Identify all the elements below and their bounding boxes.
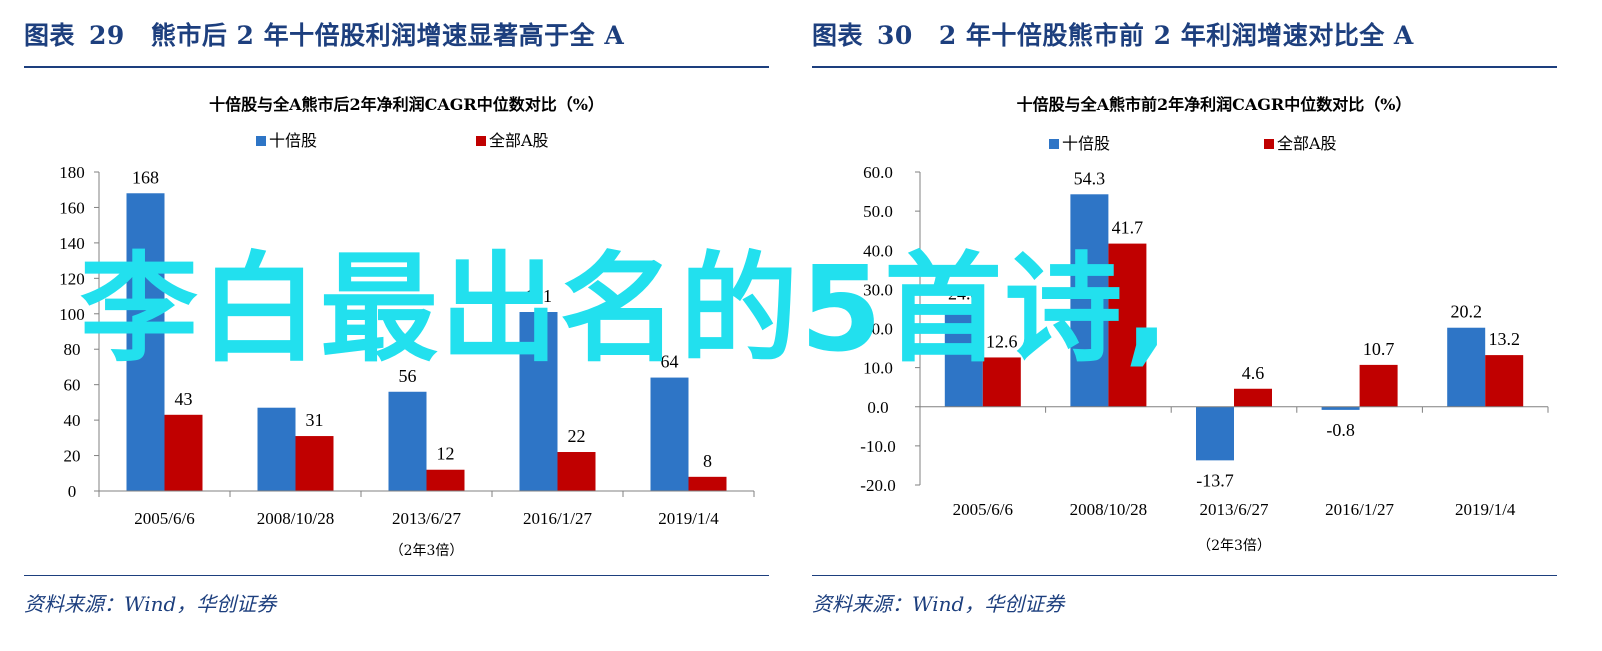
legend-swatch xyxy=(256,136,266,146)
bar xyxy=(982,357,1021,407)
data-label: 54.3 xyxy=(1074,168,1106,188)
chart-0-plot: 十倍股与全A熊市后2年净利润CAGR中位数对比（%） 十倍股 全部A股 0 20 40 60… xyxy=(59,95,755,559)
data-label: 20.2 xyxy=(1450,302,1482,322)
data-label: 12.6 xyxy=(986,331,1018,351)
x-tick-label: 2005/6/6 xyxy=(134,509,194,528)
legend-label: 十倍股 xyxy=(1062,134,1110,153)
y-tick-label: 40.0 xyxy=(863,241,893,260)
data-label: 24.8 xyxy=(948,284,980,304)
bar xyxy=(1447,327,1486,407)
figure-heading-text: 熊市后 2 年十倍股利润增速显著高于全 A xyxy=(150,21,625,50)
data-label: 10.7 xyxy=(1363,339,1395,359)
y-tick-label: -10.0 xyxy=(860,437,895,456)
y-tick-label: 80 xyxy=(64,340,81,359)
y-tick-label: 0.0 xyxy=(867,398,888,417)
bar xyxy=(1485,355,1524,407)
bar xyxy=(388,391,427,491)
legend-label: 十倍股 xyxy=(269,131,317,150)
figure-heading: 图表 29 熊市后 2 年十倍股利润增速显著高于全 A xyxy=(24,16,624,52)
data-label: 41.7 xyxy=(1112,218,1144,238)
bar xyxy=(944,309,983,407)
y-tick-label: 160 xyxy=(59,198,85,217)
chart-note: （2年3倍） xyxy=(390,543,464,559)
x-tick-label: 2016/1/27 xyxy=(523,509,592,528)
figure-label: 图表 xyxy=(812,21,864,50)
bar xyxy=(519,312,558,491)
chart-title: 十倍股与全A熊市后2年净利润CAGR中位数对比（%） xyxy=(209,95,604,114)
watermark-overlay-text: 李白最出名的5首诗, xyxy=(80,240,1171,378)
data-label: 8 xyxy=(703,451,712,471)
bar xyxy=(257,407,296,491)
x-tick-label: 2013/6/27 xyxy=(392,509,461,528)
bar xyxy=(1108,243,1147,407)
y-tick-label: 20 xyxy=(64,447,81,466)
data-label: 4.6 xyxy=(1242,363,1265,383)
x-tick-label: 2013/6/27 xyxy=(1200,500,1269,519)
source-rule xyxy=(812,575,1557,576)
figure-label: 图表 xyxy=(24,21,76,50)
chart-1-plot: 十倍股与全A熊市前2年净利润CAGR中位数对比（%） 十倍股 全部A股 -20.0 -1… xyxy=(860,95,1549,554)
data-label: 12 xyxy=(437,444,455,464)
y-tick-label: 50.0 xyxy=(863,202,893,221)
data-label: 31 xyxy=(306,410,324,430)
figure-heading-text: 2 年十倍股熊市前 2 年利润增速对比全 A xyxy=(938,21,1414,50)
bar xyxy=(164,414,203,491)
figure-number: 30 xyxy=(877,21,913,50)
data-label: 43 xyxy=(175,389,193,409)
source-rule xyxy=(24,575,769,576)
legend-swatch xyxy=(1049,139,1059,149)
figure-heading: 图表 30 2 年十倍股熊市前 2 年利润增速对比全 A xyxy=(812,16,1414,52)
y-tick-label: 0 xyxy=(68,482,77,501)
heading-rule xyxy=(24,66,769,68)
figure-29-panel: 图表 29 熊市后 2 年十倍股利润增速显著高于全 A 十倍股与全A熊市后2年净利润… xyxy=(24,0,786,651)
heading-rule xyxy=(812,66,1557,68)
legend-swatch xyxy=(476,136,486,146)
legend-swatch xyxy=(1264,139,1274,149)
legend-label: 全部A股 xyxy=(489,131,549,150)
data-label: 64 xyxy=(661,352,679,372)
x-tick-label: 2019/1/4 xyxy=(1455,500,1516,519)
data-label: -0.8 xyxy=(1326,420,1355,440)
source-note: 资料来源：Wind，华创证券 xyxy=(24,592,277,616)
data-label: -13.7 xyxy=(1196,470,1234,490)
legend-label: 全部A股 xyxy=(1277,134,1337,153)
y-tick-label: 140 xyxy=(59,234,85,253)
data-label: 13.2 xyxy=(1488,329,1520,349)
x-tick-label: 2019/1/4 xyxy=(658,509,719,528)
data-label: 101 xyxy=(525,286,552,306)
y-tick-label: 180 xyxy=(59,163,85,182)
bar xyxy=(688,476,727,491)
chart-note: （2年3倍） xyxy=(1197,538,1271,554)
y-tick-label: 30.0 xyxy=(863,280,893,299)
y-tick-label: 20.0 xyxy=(863,320,893,339)
source-note: 资料来源：Wind，华创证券 xyxy=(812,592,1065,616)
x-tick-label: 2008/10/28 xyxy=(1070,500,1147,519)
y-tick-label: 120 xyxy=(59,269,85,288)
x-tick-label: 2016/1/27 xyxy=(1325,500,1394,519)
bar xyxy=(1234,388,1272,407)
chart-title: 十倍股与全A熊市前2年净利润CAGR中位数对比（%） xyxy=(1017,95,1412,114)
data-label: 56 xyxy=(399,366,417,386)
y-tick-label: 40 xyxy=(64,411,81,430)
x-tick-label: 2005/6/6 xyxy=(953,500,1013,519)
bar xyxy=(126,193,165,491)
bar xyxy=(1321,406,1360,410)
bar xyxy=(557,452,596,491)
figure-30-panel: 图表 30 2 年十倍股熊市前 2 年利润增速对比全 A 十倍股与全A熊市前2年净利… xyxy=(812,0,1574,651)
bar xyxy=(1196,406,1234,461)
y-tick-label: 60 xyxy=(64,376,81,395)
bar xyxy=(1070,194,1109,407)
x-tick-label: 2008/10/28 xyxy=(257,509,334,528)
data-label: 22 xyxy=(568,426,586,446)
bar xyxy=(650,377,689,491)
data-label: 168 xyxy=(132,167,159,187)
y-tick-label: 60.0 xyxy=(863,163,893,182)
y-tick-label: 10.0 xyxy=(863,359,893,378)
y-tick-label: -20.0 xyxy=(860,476,895,495)
y-tick-label: 100 xyxy=(59,305,85,324)
bar xyxy=(1359,364,1398,407)
bar xyxy=(295,436,334,491)
bar xyxy=(426,469,465,491)
figure-number: 29 xyxy=(89,21,125,50)
